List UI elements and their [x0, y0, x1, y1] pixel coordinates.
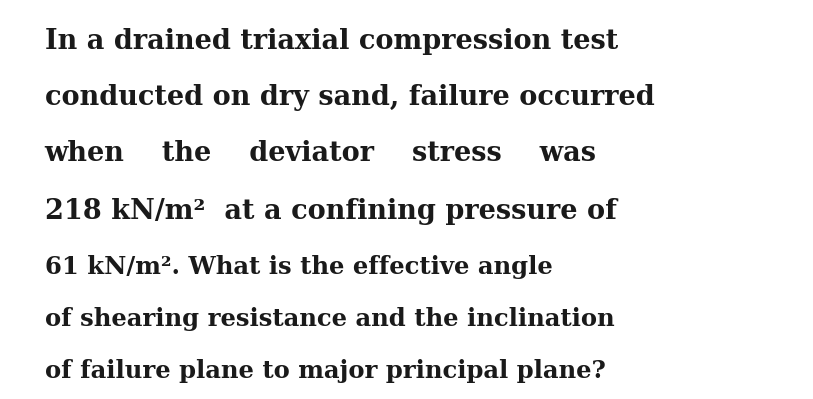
Text: conducted on dry sand, failure occurred: conducted on dry sand, failure occurred — [45, 84, 654, 111]
Text: In a drained triaxial compression test: In a drained triaxial compression test — [45, 28, 618, 55]
Text: of failure plane to major principal plane?: of failure plane to major principal plan… — [45, 359, 606, 383]
Text: of shearing resistance and the inclination: of shearing resistance and the inclinati… — [45, 307, 615, 331]
Text: 218 kN/m²  at a confining pressure of: 218 kN/m² at a confining pressure of — [45, 198, 616, 225]
Text: 61 kN/m². What is the effective angle: 61 kN/m². What is the effective angle — [45, 255, 553, 279]
Text: when    the    deviator    stress    was: when the deviator stress was — [45, 140, 597, 167]
